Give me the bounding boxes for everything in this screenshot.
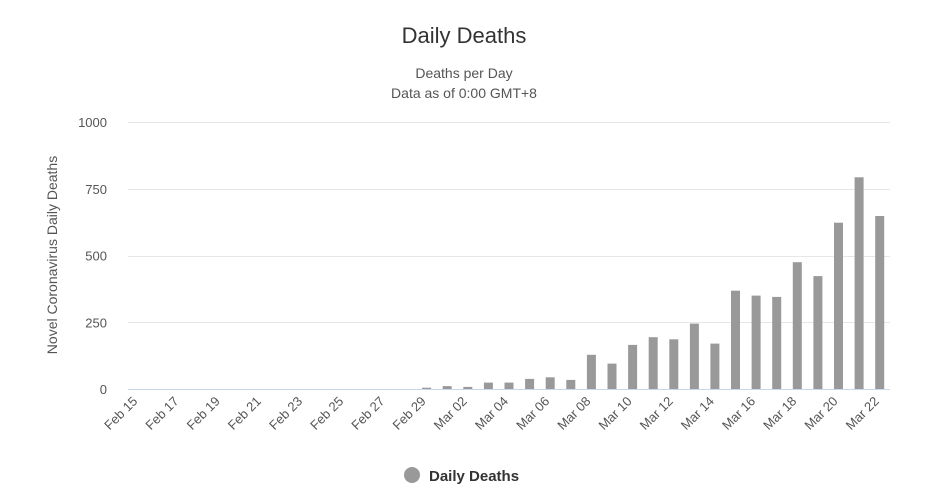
gridlines [128, 122, 890, 323]
bar-mar-21[interactable] [854, 177, 864, 389]
x-tick-label: Mar 18 [760, 394, 799, 433]
bar-mar-16[interactable] [751, 295, 761, 389]
bar-mar-10[interactable] [628, 344, 638, 389]
x-tick-label: Feb 25 [307, 394, 346, 433]
y-tick-label: 250 [85, 315, 107, 330]
bar-mar-05[interactable] [525, 378, 535, 389]
bar-mar-11[interactable] [648, 337, 658, 389]
x-tick-label: Mar 20 [801, 394, 840, 433]
bar-mar-17[interactable] [772, 296, 782, 389]
bar-mar-07[interactable] [566, 379, 576, 389]
bar-mar-03[interactable] [483, 382, 493, 389]
y-tick-label: 750 [85, 182, 107, 197]
x-tick-label: Mar 10 [595, 394, 634, 433]
bar-mar-09[interactable] [607, 363, 617, 389]
bar-mar-19[interactable] [813, 276, 823, 389]
x-tick-label: Mar 12 [637, 394, 676, 433]
legend-label: Daily Deaths [429, 468, 519, 485]
bar-mar-02[interactable] [463, 386, 473, 389]
x-tick-label: Mar 22 [843, 394, 882, 433]
x-tick-label: Feb 29 [389, 394, 428, 433]
bars [422, 177, 885, 389]
legend-marker [404, 467, 420, 483]
x-tick-label: Feb 21 [225, 394, 264, 433]
bar-mar-08[interactable] [586, 354, 596, 389]
bar-mar-01[interactable] [442, 386, 452, 389]
x-tick-label: Mar 16 [719, 394, 758, 433]
y-axis-ticks: 0 250 500 750 1000 [78, 115, 107, 397]
x-tick-label: Mar 04 [472, 394, 511, 433]
bar-mar-13[interactable] [689, 323, 699, 389]
x-tick-label: Feb 15 [101, 394, 140, 433]
chart-subtitle-line-2: Data as of 0:00 GMT+8 [391, 85, 537, 101]
x-tick-label: Feb 23 [266, 394, 305, 433]
bar-mar-20[interactable] [834, 222, 843, 389]
bar-mar-14[interactable] [710, 343, 720, 389]
y-tick-label: 500 [85, 249, 107, 264]
y-tick-label: 1000 [78, 115, 107, 130]
x-tick-label: Mar 02 [431, 394, 470, 433]
x-tick-label: Mar 14 [678, 394, 717, 433]
bar-mar-04[interactable] [504, 382, 514, 389]
chart-title: Daily Deaths [402, 23, 527, 48]
bar-feb-29[interactable] [422, 387, 432, 389]
x-tick-label: Feb 27 [348, 394, 387, 433]
bar-mar-06[interactable] [545, 377, 555, 389]
chart-subtitle-line-1: Deaths per Day [415, 65, 512, 81]
y-axis-title: Novel Coronavirus Daily Deaths [44, 156, 60, 354]
bar-mar-12[interactable] [669, 339, 679, 389]
x-axis-ticks: Feb 15 Feb 17 Feb 19 Feb 21 Feb 23 Feb 25 Feb … [101, 394, 882, 433]
bar-mar-18[interactable] [792, 262, 802, 389]
y-tick-label: 0 [100, 382, 107, 397]
x-tick-label: Mar 08 [554, 394, 593, 433]
x-tick-label: Mar 06 [513, 394, 552, 433]
bar-mar-15[interactable] [731, 290, 740, 389]
x-tick-label: Feb 19 [184, 394, 223, 433]
bar-mar-22[interactable] [875, 216, 885, 389]
legend-item-daily-deaths[interactable]: Daily Deaths [404, 467, 519, 485]
x-tick-label: Feb 17 [142, 394, 181, 433]
